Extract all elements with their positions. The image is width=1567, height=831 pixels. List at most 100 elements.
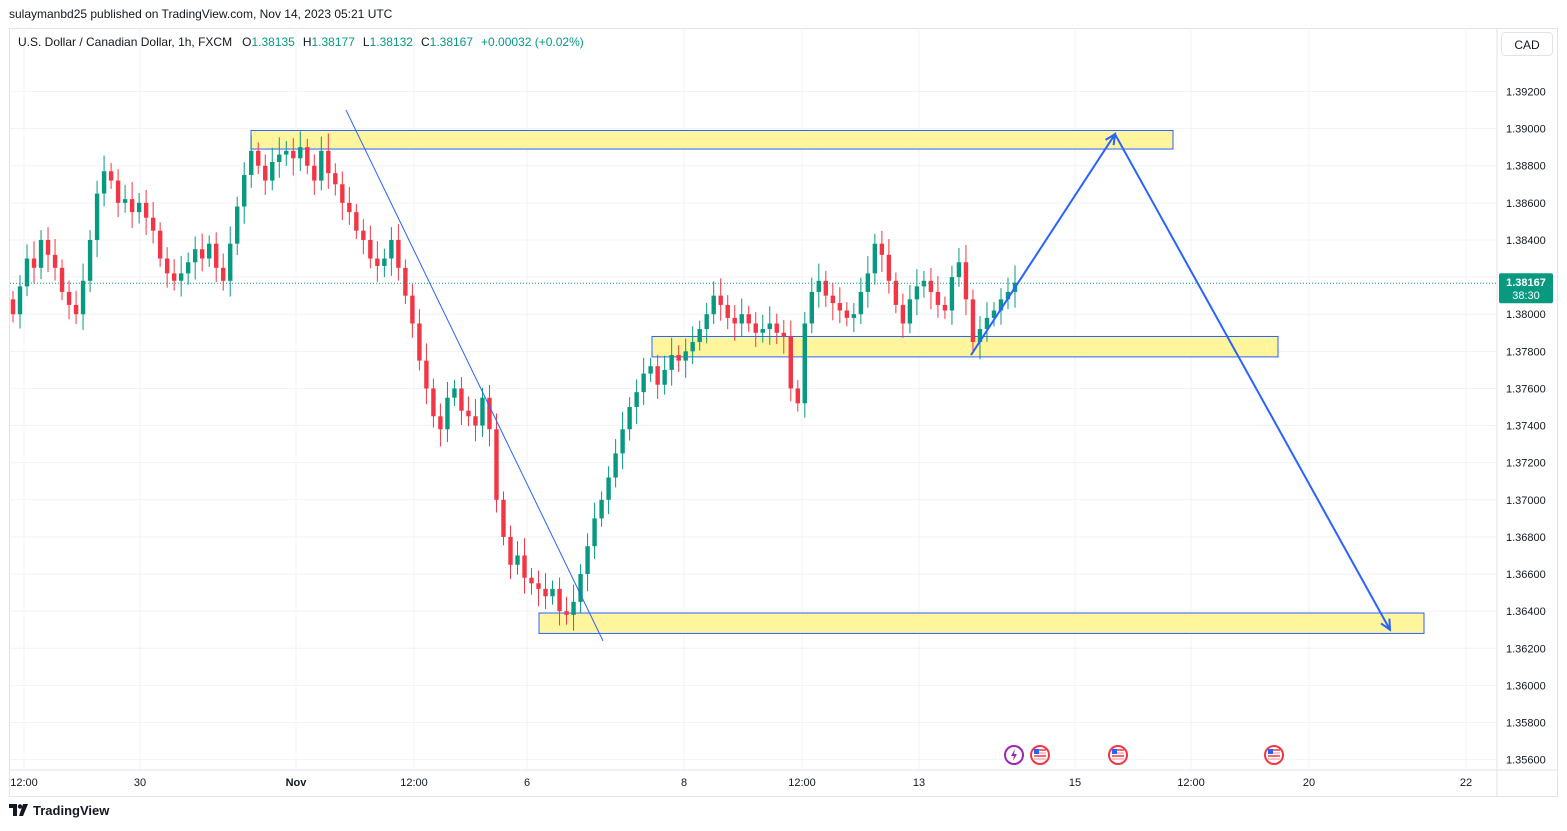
candle-body[interactable] — [270, 162, 275, 181]
candle-body[interactable] — [704, 314, 709, 330]
candle-body[interactable] — [886, 254, 892, 281]
candle-body[interactable] — [613, 453, 618, 478]
candle-body[interactable] — [991, 310, 997, 318]
candle-body[interactable] — [669, 355, 674, 370]
candle-body[interactable] — [515, 555, 520, 565]
candle-body[interactable] — [185, 262, 191, 274]
candle-body[interactable] — [459, 388, 464, 411]
candle-body[interactable] — [445, 397, 450, 430]
candle-body[interactable] — [52, 254, 58, 268]
candle-body[interactable] — [94, 193, 100, 240]
candle-body[interactable] — [59, 267, 65, 292]
projection-path[interactable] — [970, 132, 1391, 631]
candle-body[interactable] — [214, 243, 219, 268]
candle-body[interactable] — [739, 314, 744, 324]
candle-body[interactable] — [1005, 291, 1011, 300]
candle-body[interactable] — [66, 291, 72, 305]
price-zone[interactable] — [538, 612, 1425, 634]
candle-body[interactable] — [494, 429, 499, 500]
candle-body[interactable] — [795, 388, 800, 404]
candle-body[interactable] — [606, 477, 611, 500]
candle-body[interactable] — [87, 239, 93, 281]
candle-body[interactable] — [697, 329, 702, 343]
candle-body[interactable] — [80, 280, 86, 315]
candle-body[interactable] — [921, 280, 927, 287]
candle-body[interactable] — [683, 351, 688, 361]
candle-body[interactable] — [340, 184, 345, 203]
symbol-legend[interactable]: U.S. Dollar / Canadian Dollar, 1h, FXCM O… — [18, 35, 592, 49]
candle-body[interactable] — [662, 369, 667, 385]
candle-body[interactable] — [529, 577, 534, 584]
candle-body[interactable] — [480, 397, 485, 426]
price-zone[interactable] — [651, 335, 1279, 358]
candle-body[interactable] — [620, 429, 625, 454]
candle-body[interactable] — [31, 258, 37, 268]
candle-body[interactable] — [942, 304, 948, 311]
candle-body[interactable] — [732, 317, 737, 324]
candle-body[interactable] — [38, 239, 44, 268]
price-zone[interactable] — [250, 129, 1174, 150]
candle-body[interactable] — [199, 249, 205, 259]
candle-body[interactable] — [452, 388, 457, 398]
candle-body[interactable] — [830, 295, 836, 304]
candle-body[interactable] — [157, 230, 163, 259]
candle-body[interactable] — [753, 323, 758, 333]
candle-body[interactable] — [164, 258, 170, 274]
candle-body[interactable] — [501, 499, 506, 537]
candle-body[interactable] — [382, 258, 387, 266]
candle-body[interactable] — [410, 295, 415, 324]
candle-body[interactable] — [956, 262, 962, 278]
candle-body[interactable] — [907, 299, 913, 324]
candle-body[interactable] — [725, 304, 730, 318]
candle-body[interactable] — [305, 147, 310, 166]
candle-body[interactable] — [536, 583, 541, 589]
candle-body[interactable] — [802, 323, 807, 404]
candle-body[interactable] — [361, 230, 366, 240]
candle-body[interactable] — [115, 180, 121, 203]
candle-body[interactable] — [73, 304, 79, 315]
symbol-name[interactable]: U.S. Dollar / Canadian Dollar, 1h, FXCM — [18, 35, 233, 49]
candle-body[interactable] — [291, 150, 296, 159]
candle-body[interactable] — [963, 262, 969, 300]
candle-body[interactable] — [564, 611, 569, 615]
candle-body[interactable] — [403, 267, 408, 296]
candle-body[interactable] — [143, 202, 149, 218]
candle-body[interactable] — [879, 243, 885, 255]
candle-body[interactable] — [466, 410, 471, 417]
candle-body[interactable] — [781, 332, 786, 337]
candle-body[interactable] — [136, 202, 142, 213]
candle-body[interactable] — [578, 574, 583, 602]
candle-body[interactable] — [872, 243, 878, 274]
candle-body[interactable] — [150, 217, 156, 231]
candle-body[interactable] — [368, 239, 373, 259]
candle-body[interactable] — [599, 499, 604, 519]
candle-body[interactable] — [823, 280, 829, 296]
us-flag-event-icon[interactable] — [1030, 745, 1050, 765]
last-price-tag[interactable] — [1499, 273, 1553, 304]
candle-body[interactable] — [298, 147, 303, 159]
candle-body[interactable] — [585, 546, 590, 575]
candle-body[interactable] — [984, 317, 990, 330]
candle-body[interactable] — [634, 392, 639, 407]
candle-body[interactable] — [767, 323, 772, 330]
candle-body[interactable] — [851, 314, 857, 318]
candle-body[interactable] — [508, 536, 513, 565]
us-flag-event-icon[interactable] — [1108, 745, 1128, 765]
candle-body[interactable] — [543, 588, 548, 597]
candle-body[interactable] — [45, 239, 51, 255]
candle-body[interactable] — [746, 314, 751, 324]
candle-body[interactable] — [844, 310, 850, 318]
candle-body[interactable] — [522, 555, 527, 578]
candle-body[interactable] — [256, 150, 261, 166]
candle-body[interactable] — [312, 165, 317, 181]
candle-body[interactable] — [108, 171, 114, 181]
candle-body[interactable] — [129, 199, 135, 213]
candle-body[interactable] — [809, 291, 814, 324]
candle-body[interactable] — [277, 154, 282, 163]
candle-body[interactable] — [550, 588, 555, 597]
candle-body[interactable] — [900, 304, 906, 324]
candle-body[interactable] — [228, 243, 233, 281]
candle-body[interactable] — [263, 165, 268, 181]
candle-body[interactable] — [998, 299, 1004, 311]
